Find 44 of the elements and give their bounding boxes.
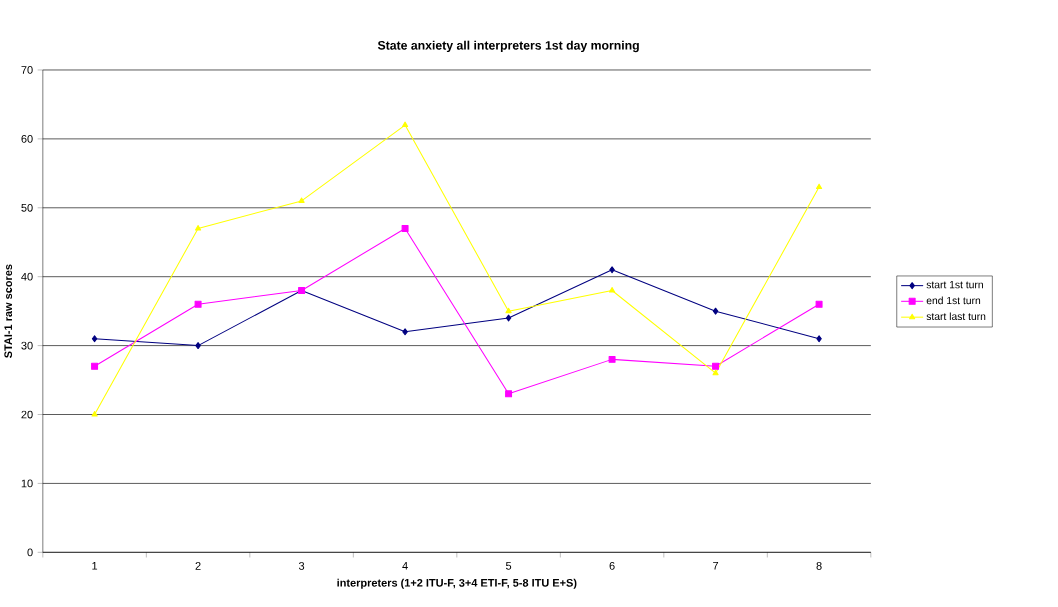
point xyxy=(505,307,512,313)
y-tick-label: 10 xyxy=(21,479,33,488)
point xyxy=(608,286,616,293)
point xyxy=(712,362,720,370)
legend-label: start last turn xyxy=(926,312,986,320)
point xyxy=(609,266,615,274)
y-tick-label: 0 xyxy=(27,548,33,556)
y-tick-label: 30 xyxy=(21,341,33,350)
point xyxy=(194,300,202,308)
y-tick-label: 40 xyxy=(21,272,33,281)
legend-label: start 1st turn xyxy=(926,280,983,289)
y-tick-label: 60 xyxy=(21,134,33,143)
x-tick-label: 6 xyxy=(609,561,615,570)
x-tick-label: 7 xyxy=(713,561,719,570)
y-tick-label: 70 xyxy=(21,65,33,74)
point xyxy=(91,410,98,417)
point xyxy=(505,390,513,398)
point xyxy=(401,224,409,232)
point xyxy=(505,314,512,322)
point xyxy=(195,341,201,349)
point xyxy=(816,335,822,342)
x-tick-label: 2 xyxy=(195,561,201,570)
chart-title: State anxiety all interpreters 1st day morning xyxy=(377,40,639,52)
point xyxy=(712,369,719,375)
point xyxy=(815,183,823,189)
point xyxy=(91,335,98,342)
point xyxy=(815,300,823,308)
point xyxy=(401,121,409,127)
legend-label: end 1st turn xyxy=(926,296,981,304)
point xyxy=(194,224,202,231)
x-tick-label: 8 xyxy=(816,561,822,570)
x-axis-title: interpreters (1+2 ITU-F, 3+4 ETI-F, 5-8 ITU E+S) xyxy=(337,578,577,589)
point xyxy=(712,307,719,315)
y-axis-title: STAI-1 raw scores xyxy=(4,264,13,358)
point xyxy=(402,328,408,336)
point xyxy=(298,197,305,203)
point xyxy=(91,362,99,370)
x-tick-label: 4 xyxy=(402,561,408,570)
y-tick-label: 20 xyxy=(21,410,33,419)
x-tick-label: 3 xyxy=(298,561,305,570)
point xyxy=(608,355,616,363)
y-tick-label: 50 xyxy=(21,203,33,212)
x-tick-label: 1 xyxy=(92,561,98,570)
x-tick-label: 5 xyxy=(505,561,512,570)
